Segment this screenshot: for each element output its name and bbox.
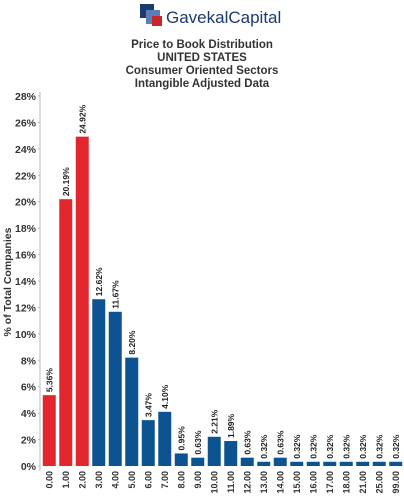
value-label: 0.32% [259, 434, 269, 459]
x-tick-label: 5.00 [127, 471, 137, 489]
bar [108, 311, 122, 466]
y-axis-label: % of Total Companies [2, 227, 14, 336]
value-label: 0.32% [374, 434, 384, 459]
x-tick-label: 2.00 [77, 471, 87, 489]
y-tick-label: 26% [15, 117, 37, 129]
logo-square [152, 16, 162, 26]
bar [257, 461, 271, 466]
bar [273, 457, 287, 466]
bar [75, 136, 89, 466]
value-label: 0.32% [308, 434, 318, 459]
value-label: 1.89% [226, 413, 236, 438]
y-tick-label: 18% [15, 223, 37, 235]
chart-subtitle: Intangible Adjusted Data [135, 78, 270, 90]
value-label: 4.10% [160, 384, 170, 409]
x-tick-label: 17.00 [325, 471, 335, 494]
value-label: 0.32% [292, 434, 302, 459]
x-tick-label: 21.00 [358, 471, 368, 494]
x-tick-label: 25.00 [374, 471, 384, 494]
bar [290, 461, 304, 466]
x-tick-label: 9.00 [193, 471, 203, 489]
value-label: 5.36% [44, 368, 54, 393]
value-label: 11.67% [110, 280, 120, 309]
x-tick-label: 99.00 [391, 471, 401, 494]
bar [224, 441, 238, 466]
bar [356, 461, 370, 466]
logo: GavekalCapital [140, 4, 281, 27]
y-tick-label: 24% [15, 144, 37, 156]
x-tick-label: 13.00 [259, 471, 269, 494]
x-tick-label: 11.00 [226, 471, 236, 493]
x-tick-label: 10.00 [209, 471, 219, 494]
value-label: 12.62% [94, 267, 104, 296]
x-tick-label: 14.00 [275, 471, 285, 494]
x-tick-label: 4.00 [110, 471, 120, 489]
bar [158, 411, 172, 466]
bar [141, 420, 155, 466]
x-tick-label: 6.00 [143, 471, 153, 489]
y-tick-label: 2% [21, 435, 37, 447]
value-label: 0.32% [391, 434, 401, 459]
x-tick-label: 18.00 [341, 471, 351, 494]
x-tick-label: 1.00 [61, 471, 71, 489]
bar [372, 461, 386, 466]
x-tick-label: 7.00 [160, 471, 170, 489]
bar [240, 457, 254, 466]
bar [174, 453, 188, 466]
chart-title: Price to Book Distribution [131, 39, 273, 51]
y-tick-label: 28% [15, 91, 37, 103]
y-tick-label: 8% [21, 355, 37, 367]
value-label: 3.47% [143, 393, 153, 418]
y-tick-label: 4% [21, 408, 37, 420]
chart-subtitle: Consumer Oriented Sectors [126, 65, 279, 77]
value-label: 8.20% [127, 330, 137, 355]
y-tick-label: 12% [15, 302, 37, 314]
value-label: 0.32% [325, 434, 335, 459]
x-tick-label: 3.00 [94, 471, 104, 489]
bar [323, 461, 337, 466]
bar [125, 357, 139, 466]
y-tick-label: 10% [15, 329, 37, 341]
value-label: 20.19% [61, 167, 71, 196]
logo-text: GavekalCapital [166, 8, 281, 27]
value-label: 0.95% [176, 426, 186, 451]
x-tick-label: 16.00 [308, 471, 318, 494]
bar [339, 461, 353, 466]
chart-subtitle: UNITED STATES [157, 52, 247, 64]
value-label: 0.63% [193, 430, 203, 455]
bar [191, 457, 205, 466]
x-tick-label: 0.00 [44, 471, 54, 489]
x-tick-label: 8.00 [176, 471, 186, 489]
bar [306, 461, 320, 466]
y-tick-label: 0% [21, 461, 37, 473]
y-tick-label: 14% [15, 276, 37, 288]
y-tick-label: 16% [15, 250, 37, 262]
x-tick-label: 15.00 [292, 471, 302, 494]
y-tick-label: 22% [15, 170, 37, 182]
value-label: 24.92% [77, 104, 87, 133]
bar [59, 199, 73, 466]
bar [92, 299, 106, 466]
bar [389, 461, 403, 466]
x-tick-label: 12.00 [242, 471, 252, 494]
value-label: 0.63% [242, 430, 252, 455]
value-label: 0.32% [358, 434, 368, 459]
y-tick-label: 6% [21, 382, 37, 394]
value-label: 0.32% [341, 434, 351, 459]
y-tick-label: 20% [15, 197, 37, 209]
value-label: 2.21% [209, 409, 219, 434]
value-label: 0.63% [275, 430, 285, 455]
bar [42, 395, 56, 466]
bar [207, 436, 221, 466]
